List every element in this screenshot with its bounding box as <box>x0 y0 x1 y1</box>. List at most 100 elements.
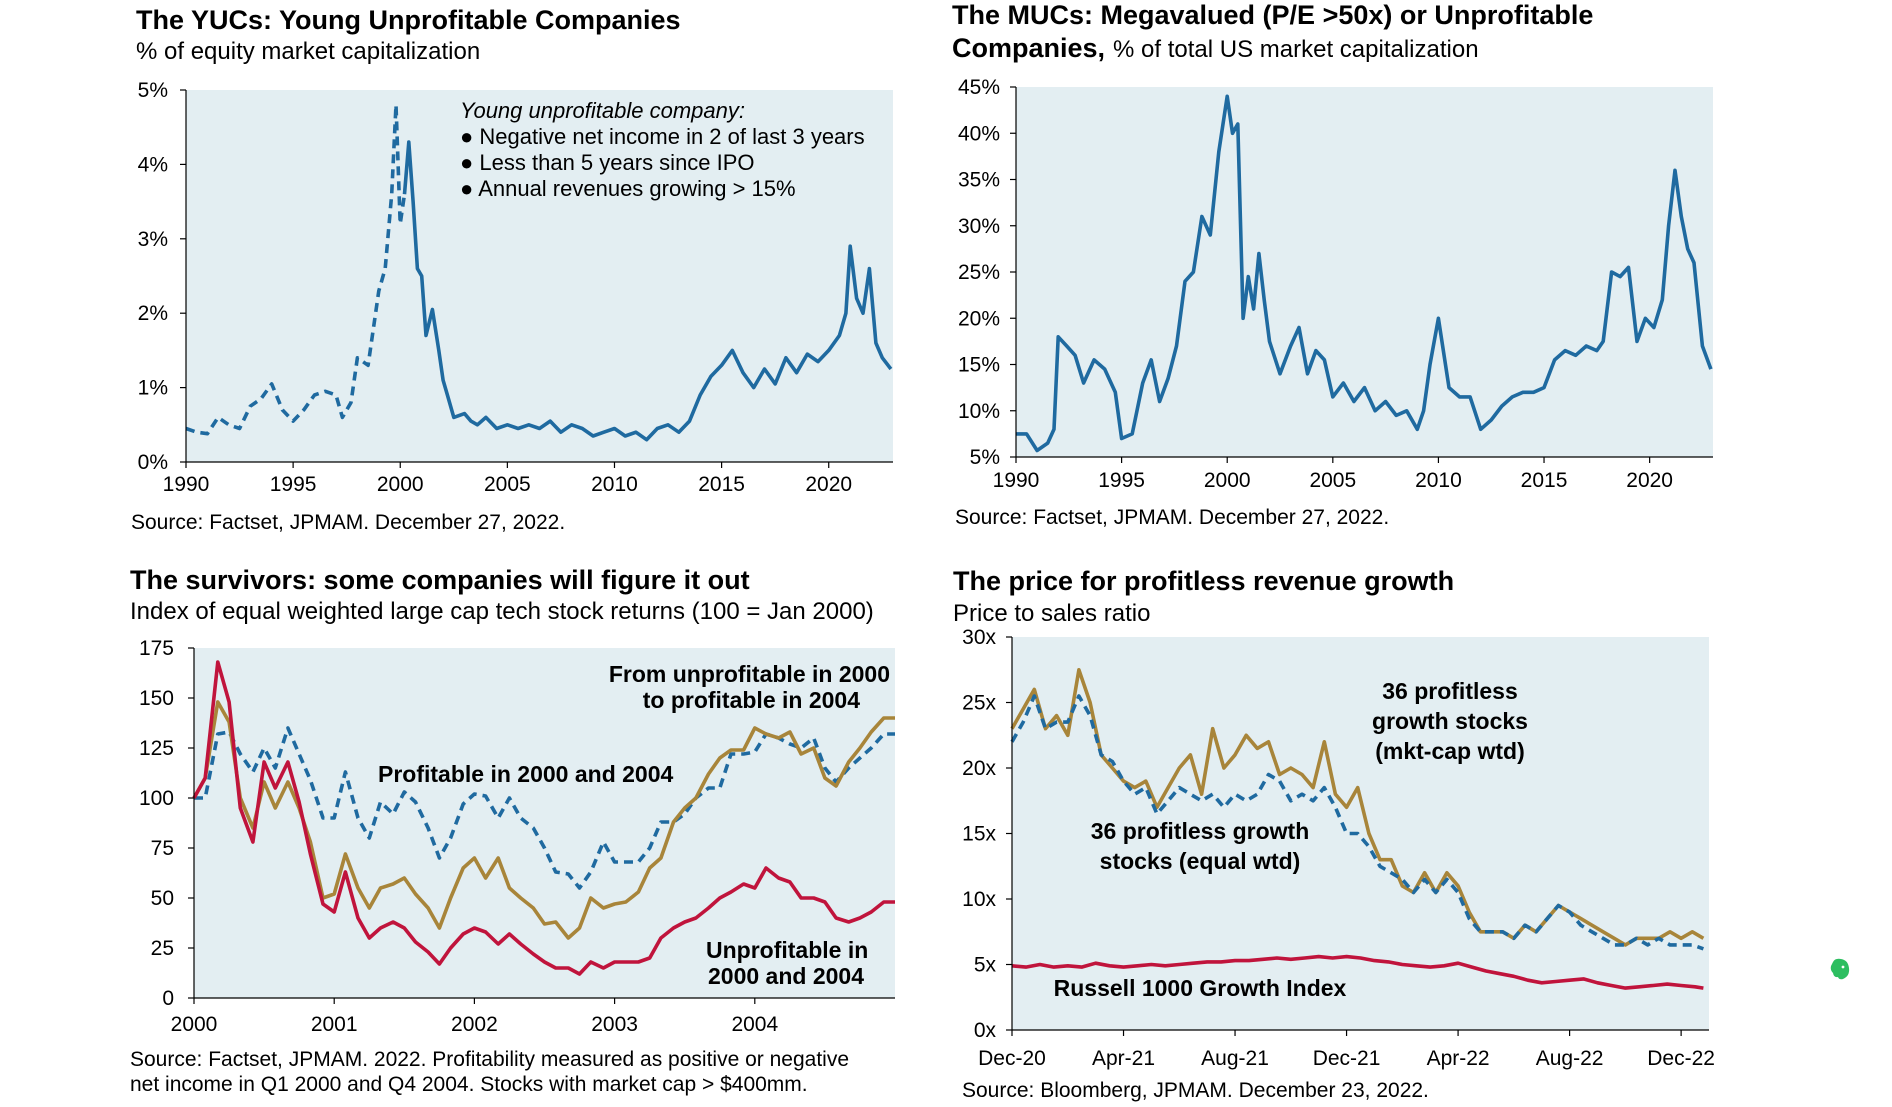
muc-ytick-label: 40% <box>958 122 1000 145</box>
ps-xtick-label: Aug-21 <box>1201 1047 1269 1070</box>
ps-label-russell: Russell 1000 Growth Index <box>1054 975 1347 1001</box>
ps-xtick-label: Dec-21 <box>1313 1047 1381 1070</box>
yuc-ytick-label: 1% <box>138 377 168 400</box>
muc-series <box>1016 94 1713 453</box>
yuc-xtick-label: 2010 <box>591 473 638 496</box>
survivors-label-unprofitable-2: 2000 and 2004 <box>708 963 864 989</box>
ps-ytick-label: 5x <box>974 954 997 977</box>
muc-plot-area <box>1016 87 1713 457</box>
yuc-definition-heading: Young unprofitable company: <box>460 98 745 123</box>
evernote-elephant-icon[interactable] <box>1830 958 1850 980</box>
survivors-series <box>192 660 895 976</box>
survivors-xtick-label: 2004 <box>731 1013 778 1036</box>
yuc-series <box>185 103 893 442</box>
muc-xtick-label: 1990 <box>993 469 1040 492</box>
muc-y-axis: 5% 10% 15% 20% 25% 30% 35% 40% 45% <box>958 76 1016 469</box>
survivors-ytick-label: 125 <box>139 737 174 760</box>
ps-label-mktcap-1: 36 profitless <box>1382 678 1518 704</box>
yuc-source-note: Source: Factset, JPMAM. December 27, 202… <box>131 511 565 534</box>
survivors-source-line2: net income in Q1 2000 and Q4 2004. Stock… <box>130 1073 808 1096</box>
yuc-definition-bullet-2: ● Less than 5 years since IPO <box>460 150 755 175</box>
muc-ytick-label: 20% <box>958 307 1000 330</box>
muc-chart-title-line1: The MUCs: Megavalued (P/E >50x) or Unpro… <box>952 0 1593 30</box>
ps-xtick-label: Dec-22 <box>1647 1047 1715 1070</box>
muc-source-note: Source: Factset, JPMAM. December 27, 202… <box>955 506 1389 529</box>
survivors-label-profitable: Profitable in 2000 and 2004 <box>378 761 674 787</box>
yuc-ytick-label: 5% <box>138 79 168 102</box>
yuc-definition-bullet-1: ● Negative net income in 2 of last 3 yea… <box>460 124 865 149</box>
muc-ytick-label: 35% <box>958 169 1000 192</box>
yuc-xtick-label: 2020 <box>805 473 852 496</box>
price-to-sales-chart-panel: The price for profitless revenue growth … <box>953 566 1715 1102</box>
muc-xtick-label: 2010 <box>1415 469 1462 492</box>
yuc-definition-bullet-3: ● Annual revenues growing > 15% <box>460 176 796 201</box>
price-to-sales-chart-title: The price for profitless revenue growth <box>953 566 1454 596</box>
survivors-source-line1: Source: Factset, JPMAM. 2022. Profitabil… <box>130 1048 849 1071</box>
muc-ytick-label: 15% <box>958 354 1000 377</box>
ps-ytick-label: 15x <box>962 823 996 846</box>
price-to-sales-plot-area <box>1012 637 1709 1030</box>
ps-series-line-1 <box>1010 694 1704 951</box>
muc-ytick-label: 45% <box>958 76 1000 99</box>
muc-series-line-0 <box>1016 94 1713 453</box>
yuc-ytick-label: 3% <box>138 228 168 251</box>
ps-xtick-label: Aug-22 <box>1536 1047 1604 1070</box>
survivors-label-unprofitable-to-profitable-2: to profitable in 2004 <box>643 687 860 713</box>
yuc-series-line-0 <box>185 103 407 436</box>
yuc-xtick-label: 1990 <box>163 473 210 496</box>
ps-xtick-label: Dec-20 <box>978 1047 1046 1070</box>
muc-x-axis: 1990 1995 2000 2005 2010 2015 2020 <box>993 457 1673 492</box>
muc-ytick-label: 5% <box>970 446 1000 469</box>
yuc-x-axis: 1990 1995 2000 2005 2010 2015 2020 <box>163 462 852 496</box>
survivors-xtick-label: 2000 <box>171 1013 218 1036</box>
survivors-ytick-label: 25 <box>151 937 174 960</box>
ps-ytick-label: 0x <box>974 1019 997 1042</box>
muc-ytick-label: 10% <box>958 400 1000 423</box>
yuc-xtick-label: 2015 <box>698 473 745 496</box>
survivors-ytick-label: 50 <box>151 887 174 910</box>
yuc-y-axis: 0% 1% 2% 3% 4% 5% <box>138 79 186 474</box>
muc-ytick-label: 30% <box>958 215 1000 238</box>
survivors-chart-subtitle: Index of equal weighted large cap tech s… <box>130 598 874 625</box>
ps-label-mktcap-2: growth stocks <box>1372 708 1528 734</box>
ps-series-line-2 <box>1011 954 1704 990</box>
survivors-xtick-label: 2002 <box>451 1013 498 1036</box>
survivors-xtick-label: 2001 <box>311 1013 358 1036</box>
survivors-xtick-label: 2003 <box>591 1013 638 1036</box>
price-to-sales-series <box>1010 668 1705 990</box>
yuc-plot-area <box>186 90 893 462</box>
survivors-series-line-2 <box>192 660 895 976</box>
survivors-ytick-label: 150 <box>139 687 174 710</box>
yuc-xtick-label: 1995 <box>270 473 317 496</box>
yuc-chart-subtitle: % of equity market capitalization <box>136 38 480 65</box>
ps-xtick-label: Apr-22 <box>1427 1047 1490 1070</box>
survivors-series-line-1 <box>192 700 895 940</box>
price-to-sales-source-note: Source: Bloomberg, JPMAM. December 23, 2… <box>962 1079 1429 1102</box>
price-to-sales-x-axis: Dec-20 Apr-21 Aug-21 Dec-21 Apr-22 Aug-22 Dec-… <box>978 1030 1715 1070</box>
muc-xtick-label: 2000 <box>1204 469 1251 492</box>
survivors-ytick-label: 100 <box>139 787 174 810</box>
yuc-chart-panel: The YUCs: Young Unprofitable Companies %… <box>131 5 893 534</box>
muc-chart-title-line2: Companies,% of total US market capitaliz… <box>952 33 1479 63</box>
survivors-ytick-label: 75 <box>151 837 174 860</box>
survivors-y-axis: 0 25 50 75 100 125 150 175 <box>139 637 194 1010</box>
survivors-label-unprofitable-1: Unprofitable in <box>706 937 868 963</box>
survivors-x-axis: 2000 2001 2002 2003 2004 <box>171 998 778 1036</box>
muc-chart-panel: The MUCs: Megavalued (P/E >50x) or Unpro… <box>952 0 1713 529</box>
price-to-sales-y-axis: 0x 5x 10x 15x 20x 25x 30x <box>962 626 1012 1042</box>
survivors-ytick-label: 0 <box>162 987 174 1010</box>
muc-ytick-label: 25% <box>958 261 1000 284</box>
survivors-label-unprofitable-to-profitable-1: From unprofitable in 2000 <box>609 661 890 687</box>
muc-xtick-label: 2005 <box>1309 469 1356 492</box>
ps-ytick-label: 25x <box>962 692 996 715</box>
yuc-xtick-label: 2000 <box>377 473 424 496</box>
survivors-plot-area <box>194 648 895 998</box>
muc-xtick-label: 2020 <box>1626 469 1673 492</box>
survivors-chart-title: The survivors: some companies will figur… <box>130 565 750 595</box>
ps-label-mktcap-3: (mkt-cap wtd) <box>1375 738 1525 764</box>
yuc-ytick-label: 4% <box>138 153 168 176</box>
ps-ytick-label: 10x <box>962 888 996 911</box>
yuc-ytick-label: 2% <box>138 302 168 325</box>
ps-ytick-label: 30x <box>962 626 996 649</box>
ps-xtick-label: Apr-21 <box>1092 1047 1155 1070</box>
